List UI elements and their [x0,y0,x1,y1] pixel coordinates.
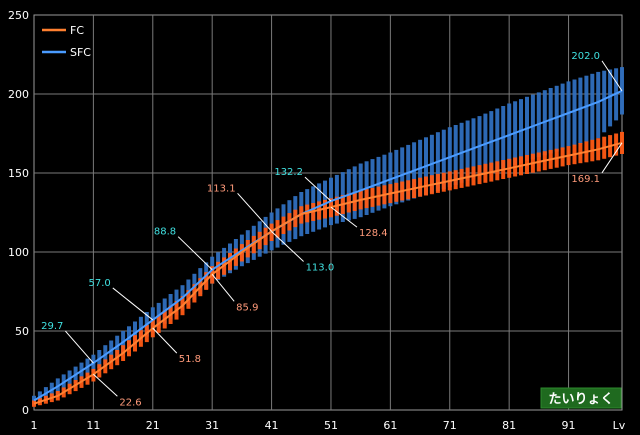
stat-badge: たいりょく [540,387,622,409]
x-axis-label: Lv [613,419,626,432]
x-tick-label: 31 [205,419,219,432]
range-bar [584,75,589,143]
annotation-leader [93,373,118,397]
line-sfc [33,89,623,402]
range-bar [602,70,607,133]
legend: FC SFC [42,24,91,59]
range-bar [596,71,601,139]
range-bar [572,79,577,146]
annotations: 29.7 57.0 88.8 113.0 132.2 202.0 22.6 51.8 85.9 1… [41,51,623,408]
x-tick-label: 81 [502,419,516,432]
x-tick-label: 51 [324,419,338,432]
x-tick-label: 91 [562,419,576,432]
annotation-label: 113.0 [306,262,335,273]
range-bar [560,83,565,150]
y-tick-label: 250 [8,9,29,22]
badge-background [540,387,622,409]
x-tick-label: 1 [31,419,38,432]
annotation-label: 132.2 [274,167,303,178]
annotation-label: 113.1 [207,183,236,194]
annotation-label: 85.9 [236,302,258,313]
range-bar [608,69,613,127]
range-bar [548,88,553,154]
annotation-label: 22.6 [119,397,141,408]
range-bar [578,77,583,144]
annotation-label: 88.8 [154,227,176,238]
annotation-label: 51.8 [179,354,201,365]
annotation-leader [112,287,154,321]
x-tick-label: 71 [443,419,457,432]
range-bar [566,81,571,148]
annotation-leader [601,142,623,174]
annotation-label: 128.4 [359,228,388,239]
x-tick-label: 61 [383,419,397,432]
annotation-leader [304,176,332,202]
range-bar [590,73,595,141]
x-tick-label: 41 [265,419,279,432]
y-tick-label: 200 [8,88,29,101]
y-tick-label: 100 [8,246,29,259]
annotation-leader [177,236,213,271]
badge-label: たいりょく [548,392,613,407]
x-tick-label: 11 [86,419,100,432]
annotation-label: 29.7 [41,321,63,332]
annotation-leader [330,206,358,228]
legend-label-fc: FC [70,24,84,37]
x-tick-label: 21 [146,419,160,432]
annotation-label: 202.0 [571,51,600,62]
range-bar [554,85,559,152]
annotation-label: 57.0 [89,278,111,289]
y-tick-label: 150 [8,167,29,180]
annotation-leader [65,330,94,364]
y-tick-label: 50 [15,325,29,338]
annotation-leader [271,231,304,262]
annotation-leader [601,60,623,92]
y-tick-label: 0 [22,404,29,417]
annotation-leader [152,327,178,354]
annotation-leader [237,192,272,232]
plot-frame [33,14,623,411]
annotation-leader [211,273,235,302]
annotation-label: 169.1 [571,174,600,185]
legend-label-sfc: SFC [70,46,91,59]
